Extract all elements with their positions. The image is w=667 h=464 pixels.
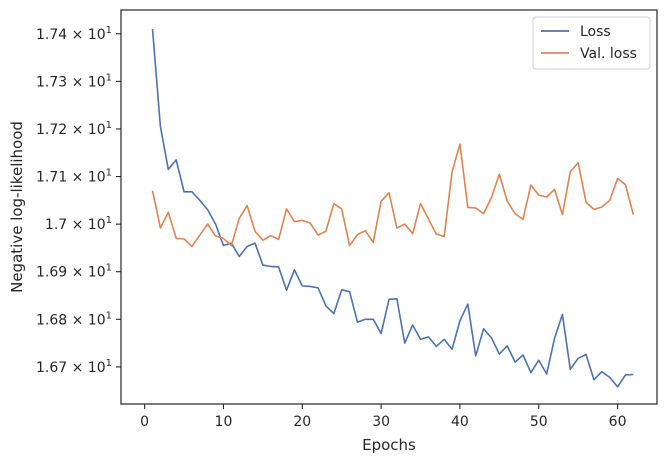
y-tick-label: 1.73 × 101 — [36, 72, 112, 90]
y-tick-label: 1.67 × 101 — [36, 358, 112, 376]
x-tick-label: 60 — [609, 414, 627, 430]
x-axis-label: Epochs — [362, 436, 416, 454]
x-tick-label: 20 — [293, 414, 311, 430]
y-axis-label: Negative log-likelihood — [8, 121, 26, 293]
y-tick-label: 1.74 × 101 — [36, 25, 112, 43]
legend: Loss Val. loss — [532, 16, 651, 70]
y-tick-label: 1.72 × 101 — [36, 120, 112, 138]
y-tick-label: 1.68 × 101 — [36, 310, 112, 328]
x-tick-label: 40 — [451, 414, 469, 430]
plot-frame — [120, 9, 658, 405]
legend-label-1: Loss — [580, 24, 611, 40]
x-tick-label: 50 — [530, 414, 548, 430]
x-axis: 0 10 20 30 40 50 60 — [140, 404, 627, 430]
y-tick-label: 1.7 × 101 — [45, 215, 112, 233]
x-tick-label: 30 — [372, 414, 390, 430]
legend-box — [532, 16, 651, 70]
plot-area — [120, 9, 658, 405]
x-tick-label: 10 — [215, 414, 233, 430]
y-axis: 1.67 × 101 1.68 × 101 1.69 × 101 1.7 × 101 1… — [36, 25, 121, 376]
series-line-1 — [151, 28, 634, 388]
x-tick-label: 0 — [140, 414, 149, 430]
y-tick-label: 1.71 × 101 — [36, 168, 112, 186]
series-line-2 — [151, 143, 635, 248]
legend-label-2: Val. loss — [580, 46, 637, 62]
y-tick-label: 1.69 × 101 — [36, 263, 112, 281]
